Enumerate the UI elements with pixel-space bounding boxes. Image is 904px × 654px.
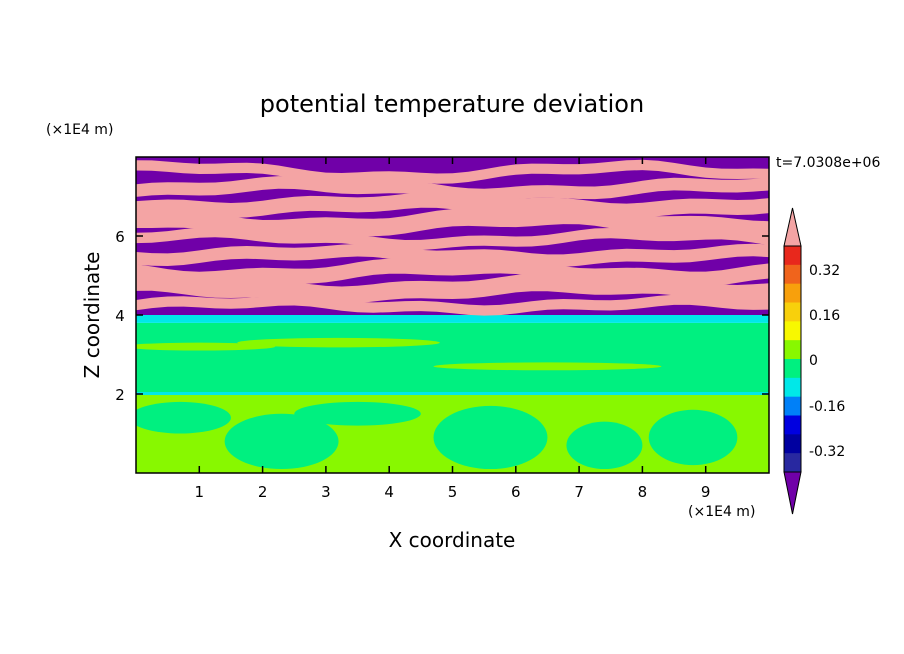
x-tick-label: 8 <box>638 483 648 501</box>
x-tick-label: 5 <box>448 483 458 501</box>
x-tick-label: 3 <box>321 483 331 501</box>
time-label: t=7.0308e+06 <box>776 155 880 171</box>
y-tick-label: 2 <box>115 386 125 404</box>
band-1 <box>136 322 769 394</box>
x-axis-label: X coordinate <box>389 528 516 552</box>
streak-0 <box>136 294 769 316</box>
colorbar-under-triangle <box>783 471 802 515</box>
colorbar: 0.32 0.16 0 -0.16 -0.32 <box>783 207 845 515</box>
x-tick-label: 1 <box>195 483 205 501</box>
colorbar-segment <box>784 321 801 341</box>
x-tick-label: 2 <box>258 483 268 501</box>
blob-4 <box>136 401 231 434</box>
colorbar-over-triangle <box>783 207 802 247</box>
colorbar-segment <box>784 434 801 454</box>
colorbar-label: -0.32 <box>809 444 845 460</box>
colorbar-label: 0.16 <box>809 308 840 324</box>
contour-field <box>136 157 769 473</box>
patch-0 <box>237 337 440 348</box>
y-axis-label: Z coordinate <box>80 252 104 379</box>
streak-2 <box>136 258 769 287</box>
colorbar-label: 0.32 <box>809 263 840 279</box>
streak-6 <box>136 192 769 219</box>
y-unit-label: (×1E4 m) <box>46 122 113 138</box>
colorbar-segment <box>784 359 801 379</box>
colorbar-segment <box>784 340 801 360</box>
x-tick-label: 6 <box>511 483 521 501</box>
colorbar-segment <box>784 377 801 398</box>
colorbar-segment <box>784 302 801 322</box>
colorbar-segment <box>784 283 801 303</box>
band-2 <box>136 315 769 323</box>
streak-4 <box>136 226 769 251</box>
colorbar-segment <box>784 396 801 416</box>
x-unit-label: (×1E4 m) <box>688 504 755 520</box>
x-tick-label: 4 <box>384 483 394 501</box>
x-tick-label: 7 <box>574 483 584 501</box>
streak-3 <box>136 243 769 267</box>
blob-3 <box>648 409 738 466</box>
blob-5 <box>294 401 421 426</box>
colorbar-segment <box>784 453 801 473</box>
streak-8 <box>136 159 769 184</box>
blob-2 <box>566 421 643 470</box>
interface-line <box>136 392 769 396</box>
colorbar-frame <box>783 245 802 473</box>
x-tick-label: 9 <box>701 483 711 501</box>
x-axis: 1 2 3 4 5 6 7 8 9 <box>195 157 711 501</box>
y-tick-label: 6 <box>115 228 125 246</box>
colorbar-label: 0 <box>809 353 818 369</box>
colorbar-segment <box>784 264 801 285</box>
streak-7 <box>136 176 769 202</box>
blob-1 <box>433 405 548 470</box>
y-axis: 2 4 6 <box>115 228 769 404</box>
blob-0 <box>224 413 339 470</box>
colorbar-segment <box>784 246 801 266</box>
patch-1 <box>433 362 662 371</box>
colorbar-segment <box>784 415 801 435</box>
y-tick-label: 4 <box>115 307 125 325</box>
colorbar-label: -0.16 <box>809 399 845 415</box>
patch-2 <box>136 342 276 351</box>
chart-title: potential temperature deviation <box>260 90 644 118</box>
